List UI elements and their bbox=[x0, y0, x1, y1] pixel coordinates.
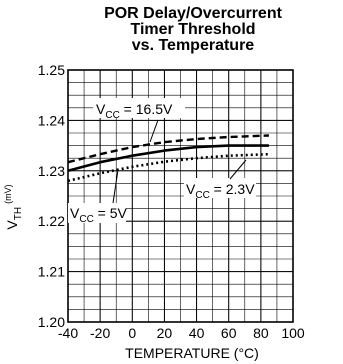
annotation-2-3v-rest: = 2.3V bbox=[210, 181, 255, 197]
y-tick-label: 1.22 bbox=[38, 213, 65, 229]
chart-title-line-3: vs. Temperature bbox=[131, 37, 255, 54]
x-tick-label: -40 bbox=[58, 325, 78, 341]
annotation-5v-rest: = 5V bbox=[94, 205, 128, 221]
y-tick-label: 1.25 bbox=[38, 62, 65, 78]
x-tick-label: 40 bbox=[189, 325, 205, 341]
y-tick-labels: 1.20 1.21 1.22 1.23 1.24 1.25 bbox=[38, 62, 65, 330]
x-tick-label: 100 bbox=[281, 325, 305, 341]
y-tick-label: 1.23 bbox=[38, 163, 65, 179]
y-tick-label: 1.24 bbox=[38, 112, 65, 128]
plot-frame bbox=[67, 69, 294, 323]
chart-title-line-1: POR Delay/Overcurrent bbox=[104, 5, 282, 22]
y-axis-label-sub: TH bbox=[13, 207, 24, 220]
svg-text:VTH(mV): VTH(mV) bbox=[3, 184, 24, 229]
y-axis-label-main: V bbox=[4, 220, 20, 230]
y-tick-label: 1.20 bbox=[38, 314, 65, 330]
y-axis-label: VTH(mV) bbox=[3, 184, 24, 229]
x-tick-label: 80 bbox=[253, 325, 269, 341]
x-tick-label: 0 bbox=[128, 325, 136, 341]
y-axis-label-unit: (mV) bbox=[3, 184, 13, 204]
annotation-2-3v-main: V bbox=[186, 181, 196, 197]
series-line-0 bbox=[67, 134, 269, 164]
y-tick-label: 1.21 bbox=[38, 264, 65, 280]
series-lines bbox=[67, 134, 269, 183]
chart-title-line-2: Timer Threshold bbox=[130, 21, 256, 38]
x-axis-label: TEMPERATURE (°C) bbox=[125, 345, 259, 361]
series-line-1 bbox=[67, 144, 269, 173]
svg-text:VCC = 5V: VCC = 5V bbox=[70, 205, 128, 225]
x-tick-label: 20 bbox=[157, 325, 173, 341]
chart-title: POR Delay/Overcurrent Timer Threshold vs… bbox=[66, 6, 320, 54]
annotation-16-5v: VCC = 16.5V bbox=[93, 98, 185, 143]
x-tick-label: 60 bbox=[221, 325, 237, 341]
annotation-16-5v-rest: = 16.5V bbox=[120, 101, 173, 117]
annotation-5v: VCC = 5V bbox=[68, 169, 128, 225]
annotation-2-3v-sub: CC bbox=[195, 190, 209, 201]
annotation-2-3v: VCC = 2.3V bbox=[184, 159, 256, 201]
svg-text:VCC = 2.3V: VCC = 2.3V bbox=[186, 181, 255, 201]
x-tick-label: -20 bbox=[90, 325, 110, 341]
annotation-16-5v-main: V bbox=[96, 101, 106, 117]
annotation-5v-sub: CC bbox=[79, 214, 93, 225]
annotation-5v-main: V bbox=[70, 205, 80, 221]
annotation-16-5v-sub: CC bbox=[105, 110, 119, 121]
svg-text:VCC = 16.5V: VCC = 16.5V bbox=[96, 101, 173, 121]
x-tick-labels: -40 -20 0 20 40 60 80 100 bbox=[58, 325, 305, 341]
